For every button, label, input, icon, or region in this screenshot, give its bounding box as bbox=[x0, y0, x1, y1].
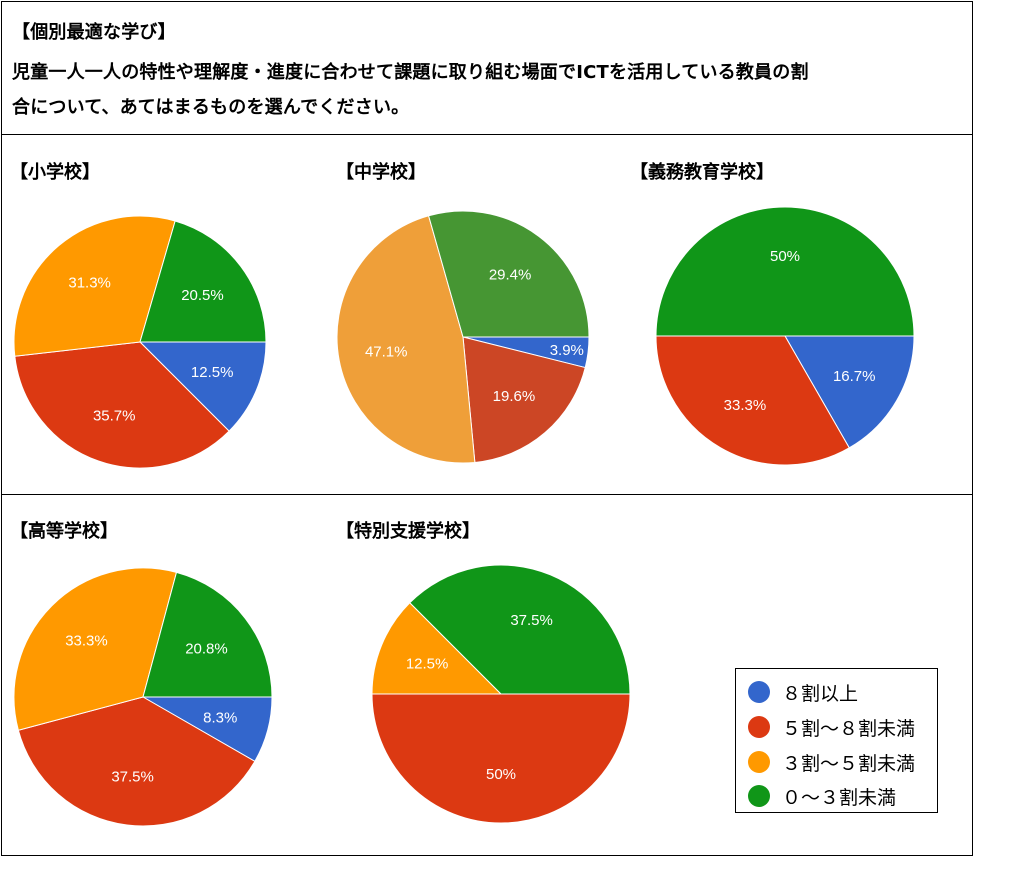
legend-label: ５割～８割未満 bbox=[782, 717, 916, 740]
slice-value-label: 31.3% bbox=[68, 274, 111, 291]
pie-chart-junior-high: 3.9% 19.6% 47.1% 29.4% bbox=[336, 210, 590, 464]
pie-slice bbox=[655, 206, 915, 337]
slice-value-label: 3.9% bbox=[550, 342, 584, 359]
pie-slice bbox=[409, 564, 631, 695]
pie-chart-high-school: 8.3% 37.5% 33.3% 20.8% bbox=[13, 567, 273, 827]
chart-title-compulsory: 【義務教育学校】 bbox=[630, 162, 774, 183]
slice-value-label: 8.3% bbox=[203, 710, 237, 727]
slice-value-label: 12.5% bbox=[191, 364, 234, 381]
slice-value-label: 20.5% bbox=[181, 287, 224, 304]
pie-chart-compulsory: 16.7% 33.3% 50% bbox=[655, 206, 915, 466]
slice-value-label: 35.7% bbox=[93, 408, 136, 425]
question-line-1: 児童一人一人の特性や理解度・進度に合わせて課題に取り組む場面でICTを活用してい… bbox=[12, 62, 809, 83]
slice-value-label: 33.3% bbox=[65, 632, 108, 649]
legend-swatch-green bbox=[748, 785, 770, 807]
legend-item: ５割～８割未満 bbox=[748, 714, 915, 740]
pie-slice bbox=[784, 335, 915, 449]
pie-slice bbox=[142, 571, 273, 698]
divider-rows bbox=[1, 494, 973, 495]
slice-value-label: 16.7% bbox=[833, 368, 876, 385]
divider-header bbox=[1, 134, 973, 135]
chart-title-elementary: 【小学校】 bbox=[10, 162, 100, 183]
slice-value-label: 50% bbox=[486, 766, 516, 783]
pie-chart-elementary: 12.5% 35.7% 31.3% 20.5% bbox=[13, 215, 267, 469]
pie-slice bbox=[462, 336, 586, 463]
pie-slice bbox=[336, 215, 476, 464]
pie-slice bbox=[655, 335, 850, 466]
pie-slice bbox=[17, 696, 256, 827]
legend-label: ３割～５割未満 bbox=[782, 752, 916, 775]
pie-slice bbox=[138, 341, 267, 432]
legend-item: ３割～５割未満 bbox=[748, 749, 915, 775]
slice-value-label: 20.8% bbox=[185, 640, 228, 657]
legend-swatch-red bbox=[748, 716, 770, 738]
pie-slice bbox=[371, 602, 503, 695]
pie-chart-special-support: 50% 12.5% 37.5% bbox=[371, 564, 631, 824]
chart-legend: ８割以上 ５割～８割未満 ３割～５割未満 ０～３割未満 bbox=[735, 668, 938, 813]
pie-slice bbox=[13, 215, 176, 357]
legend-label: ０～３割未満 bbox=[782, 786, 897, 809]
slice-value-label: 33.3% bbox=[724, 397, 767, 414]
slice-value-label: 19.6% bbox=[493, 388, 536, 405]
slice-value-label: 12.5% bbox=[406, 655, 449, 672]
question-line-2: 合について、あてはまるものを選んでください。 bbox=[12, 97, 410, 118]
pie-slice bbox=[371, 693, 631, 824]
pie-slice bbox=[427, 210, 590, 338]
figure-frame bbox=[1, 1, 973, 856]
slice-value-label: 50% bbox=[770, 248, 800, 265]
legend-item: ８割以上 bbox=[748, 679, 858, 705]
pie-slice bbox=[14, 341, 230, 469]
header-tag: 【個別最適な学び】 bbox=[12, 22, 176, 43]
pie-slice bbox=[139, 220, 267, 343]
chart-title-high-school: 【高等学校】 bbox=[10, 521, 118, 542]
slice-value-label: 37.5% bbox=[111, 768, 154, 785]
slice-value-label: 37.5% bbox=[510, 612, 553, 629]
chart-title-special-support: 【特別支援学校】 bbox=[336, 521, 480, 542]
legend-label: ８割以上 bbox=[782, 682, 859, 705]
chart-title-junior-high: 【中学校】 bbox=[336, 162, 426, 183]
pie-slice bbox=[13, 567, 178, 731]
legend-swatch-blue bbox=[748, 681, 770, 703]
slice-value-label: 47.1% bbox=[365, 343, 408, 360]
slice-value-label: 29.4% bbox=[489, 267, 532, 284]
legend-swatch-orange bbox=[748, 751, 770, 773]
legend-item: ０～３割未満 bbox=[748, 783, 896, 809]
